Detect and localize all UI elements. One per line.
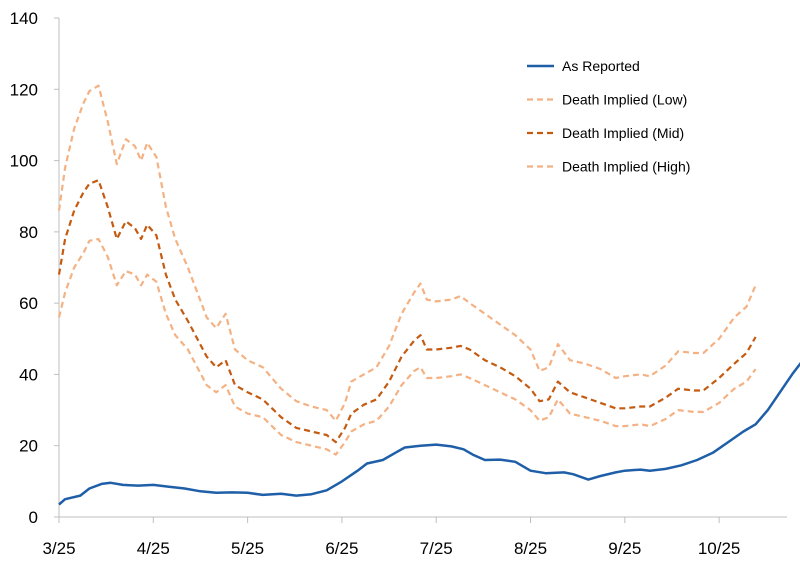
x-tick-label: 10/25 — [698, 539, 741, 558]
y-tick-label: 20 — [19, 437, 38, 456]
series-line-as-reported — [58, 361, 800, 506]
y-tick-label: 40 — [19, 365, 38, 384]
y-tick-label: 140 — [10, 9, 38, 28]
legend-label: Death Implied (High) — [562, 159, 690, 175]
y-tick-label: 60 — [19, 294, 38, 313]
y-tick-label: 100 — [10, 152, 38, 171]
x-tick-label: 8/25 — [514, 539, 547, 558]
legend-label: Death Implied (Low) — [562, 92, 687, 108]
y-tick-label: 80 — [19, 223, 38, 242]
series-layer — [57, 84, 800, 506]
legend: As Reported Death Implied (Low) Death Impl… — [527, 58, 690, 175]
x-tick-label: 9/25 — [608, 539, 641, 558]
series-line-death-implied-low — [57, 237, 757, 456]
x-tick-label: 4/25 — [137, 539, 170, 558]
x-tick-label: 3/25 — [42, 539, 75, 558]
x-axis: 3/25 4/25 5/25 6/25 7/25 8/25 9/25 10/25 — [42, 516, 787, 558]
x-tick-label: 6/25 — [325, 539, 358, 558]
legend-label: Death Implied (Mid) — [562, 125, 684, 141]
series-line-death-implied-mid — [57, 179, 757, 444]
series-line-death-implied-high — [57, 84, 757, 422]
y-axis: 0 20 40 60 80 100 120 140 — [10, 9, 60, 527]
y-tick-label: 120 — [10, 80, 38, 99]
x-tick-label: 5/25 — [231, 539, 264, 558]
x-tick-label: 7/25 — [420, 539, 453, 558]
y-tick-label: 0 — [29, 508, 38, 527]
legend-label: As Reported — [562, 58, 640, 74]
